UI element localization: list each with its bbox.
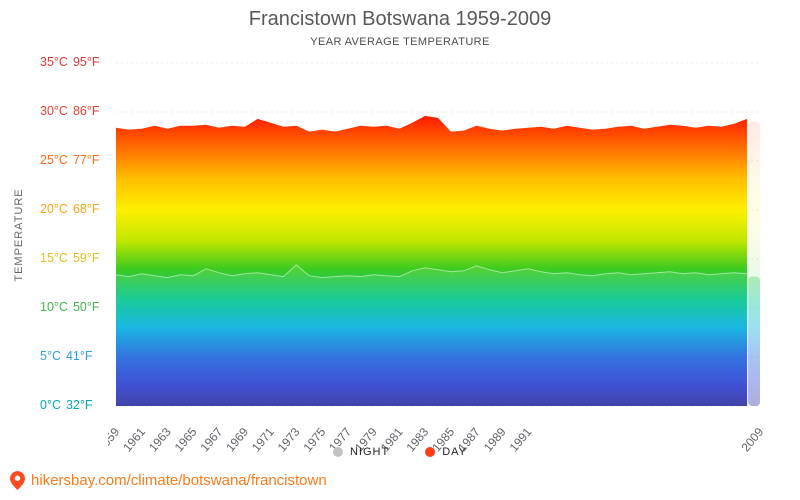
y-tick-label: 10°C 50°F xyxy=(40,300,100,314)
y-tick-label: 15°C 59°F xyxy=(40,251,100,265)
y-tick-label: 5°C 41°F xyxy=(40,349,93,363)
y-tick-label: 30°C 86°F xyxy=(40,104,100,118)
day-area xyxy=(116,115,748,407)
y-axis-tick-labels: 35°C 95°F 30°C 86°F 25°C 77°F 20°C 68°F 15°C 59°F… xyxy=(40,0,120,500)
y-tick-label: 0°C 32°F xyxy=(40,398,93,412)
legend-item-day[interactable]: DAY xyxy=(425,446,467,458)
night-line xyxy=(115,264,748,279)
y-tick-label: 25°C 77°F xyxy=(40,153,100,167)
night-area xyxy=(116,264,748,406)
partial-year-night-column xyxy=(748,276,760,406)
location-pin-icon xyxy=(10,471,25,490)
legend-night-label: NIGHT xyxy=(349,446,390,458)
legend-day-label: DAY xyxy=(442,446,468,458)
chart-title: Francistown Botswana 1959-2009 xyxy=(248,8,552,30)
footer-link[interactable]: hikersbay.com/climate/botswana/francisto… xyxy=(31,472,327,489)
legend-item-night[interactable]: NIGHT xyxy=(332,446,390,458)
temperature-area-chart: 1959196119631965196719691971197319751977… xyxy=(108,62,767,454)
footer: hikersbay.com/climate/botswana/francisto… xyxy=(10,471,327,490)
y-tick-label: 35°C 95°F xyxy=(40,55,100,69)
night-swatch-icon xyxy=(332,447,343,457)
y-axis-title: TEMPERATURE xyxy=(13,188,25,282)
y-tick-label: 20°C 68°F xyxy=(40,202,100,216)
chart-subtitle: YEAR AVERAGE TEMPERATURE xyxy=(310,36,490,48)
legend: NIGHT DAY xyxy=(0,446,800,458)
day-swatch-icon xyxy=(425,447,436,457)
